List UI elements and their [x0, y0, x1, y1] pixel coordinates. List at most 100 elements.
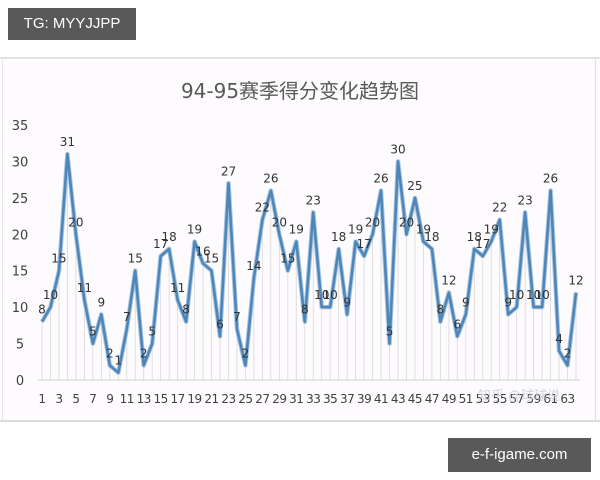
data-label: 17: [475, 237, 490, 251]
data-label: 1: [114, 354, 122, 368]
data-label: 12: [568, 274, 583, 288]
x-tick-label: 5: [72, 392, 79, 406]
x-tick-label: 13: [137, 392, 151, 406]
data-label: 19: [484, 223, 499, 237]
x-tick-label: 49: [442, 392, 456, 406]
data-label: 18: [467, 230, 482, 244]
data-label: 8: [437, 303, 445, 317]
data-label: 15: [51, 252, 66, 266]
data-label: 6: [216, 317, 224, 331]
data-label: 10: [526, 288, 541, 302]
data-label: 27: [221, 164, 236, 178]
data-label: 31: [60, 135, 75, 149]
data-label: 23: [306, 193, 321, 207]
data-label: 17: [153, 237, 168, 251]
data-label: 11: [170, 281, 185, 295]
data-label: 10: [534, 288, 549, 302]
data-label: 18: [424, 230, 439, 244]
x-tick-label: 15: [154, 392, 168, 406]
data-label: 16: [195, 244, 210, 258]
x-tick-label: 31: [289, 392, 303, 406]
data-label: 20: [399, 215, 414, 229]
data-label: 15: [128, 252, 143, 266]
x-tick-label: 29: [272, 392, 286, 406]
data-labels: 8101531201159217152517181181916156277214…: [38, 135, 583, 368]
data-label: 17: [356, 237, 371, 251]
series-line: [40, 151, 579, 375]
data-label: 5: [386, 325, 394, 339]
data-label: 9: [98, 295, 106, 309]
data-label: 9: [504, 295, 512, 309]
data-label: 10: [43, 288, 58, 302]
data-label: 22: [492, 201, 507, 215]
x-tick-label: 17: [170, 392, 184, 406]
x-tick-label: 63: [560, 392, 574, 406]
x-tick-label: 37: [340, 392, 354, 406]
x-tick-label: 7: [89, 392, 96, 406]
data-label: 8: [182, 303, 190, 317]
x-tick-label: 19: [187, 392, 201, 406]
data-label: 26: [373, 172, 388, 186]
x-tick-label: 23: [221, 392, 235, 406]
x-axis: 1 3 5 7 9 11 13 15 17 19 21 23 25 27 29 31 33 35 37 39 41 43 4…: [38, 392, 575, 406]
data-label: 2: [140, 346, 148, 360]
x-tick-label: 47: [425, 392, 439, 406]
data-label: 30: [390, 142, 405, 156]
x-tick-label: 41: [374, 392, 388, 406]
data-label: 9: [462, 295, 470, 309]
x-tick-label: 43: [391, 392, 405, 406]
data-label: 7: [123, 310, 131, 324]
y-tick-label: 10: [12, 301, 29, 316]
data-label: 5: [148, 325, 156, 339]
data-label: 2: [242, 346, 250, 360]
x-tick-label: 53: [476, 392, 490, 406]
data-label: 22: [255, 201, 270, 215]
x-tick-label: 25: [238, 392, 252, 406]
x-tick-label: 1: [38, 392, 45, 406]
data-label: 23: [518, 193, 533, 207]
x-tick-label: 27: [255, 392, 269, 406]
x-tick-label: 59: [526, 392, 540, 406]
data-label: 6: [454, 317, 462, 331]
x-tick-label: 61: [543, 392, 557, 406]
x-tick-label: 35: [323, 392, 337, 406]
data-label: 19: [348, 223, 363, 237]
y-tick-label: 5: [16, 338, 24, 353]
x-tick-label: 57: [510, 392, 524, 406]
x-tick-label: 9: [106, 392, 113, 406]
data-label: 14: [246, 259, 261, 273]
y-axis: 0 5 10 15 20 25 30 35: [12, 119, 29, 389]
x-tick-label: 11: [120, 392, 134, 406]
x-tick-label: 51: [459, 392, 473, 406]
x-tick-label: 33: [306, 392, 320, 406]
data-label: 20: [68, 215, 83, 229]
data-label: 2: [564, 346, 572, 360]
data-label: 8: [38, 303, 46, 317]
data-label: 26: [543, 172, 558, 186]
data-label: 20: [272, 215, 287, 229]
data-label: 8: [301, 303, 309, 317]
data-label: 11: [77, 281, 92, 295]
data-label: 10: [509, 288, 524, 302]
data-label: 15: [280, 252, 295, 266]
data-label: 25: [407, 179, 422, 193]
data-label: 12: [441, 274, 456, 288]
watermark: 知乎 @球球说: [478, 388, 560, 404]
y-tick-label: 25: [12, 192, 29, 207]
x-tick-label: 3: [55, 392, 62, 406]
x-tick-label: 21: [204, 392, 218, 406]
data-label: 18: [162, 230, 177, 244]
y-tick-label: 30: [12, 155, 29, 170]
data-label: 10: [323, 288, 338, 302]
x-tick-label: 55: [493, 392, 507, 406]
y-tick-label: 15: [12, 265, 29, 280]
data-label: 2: [106, 346, 114, 360]
data-label: 26: [263, 172, 278, 186]
data-label: 4: [555, 332, 563, 346]
data-label: 9: [343, 295, 351, 309]
data-label: 15: [204, 252, 219, 266]
y-tick-label: 35: [12, 119, 29, 134]
tg-badge: TG: MYYJJPP: [8, 8, 136, 40]
data-label: 20: [365, 215, 380, 229]
